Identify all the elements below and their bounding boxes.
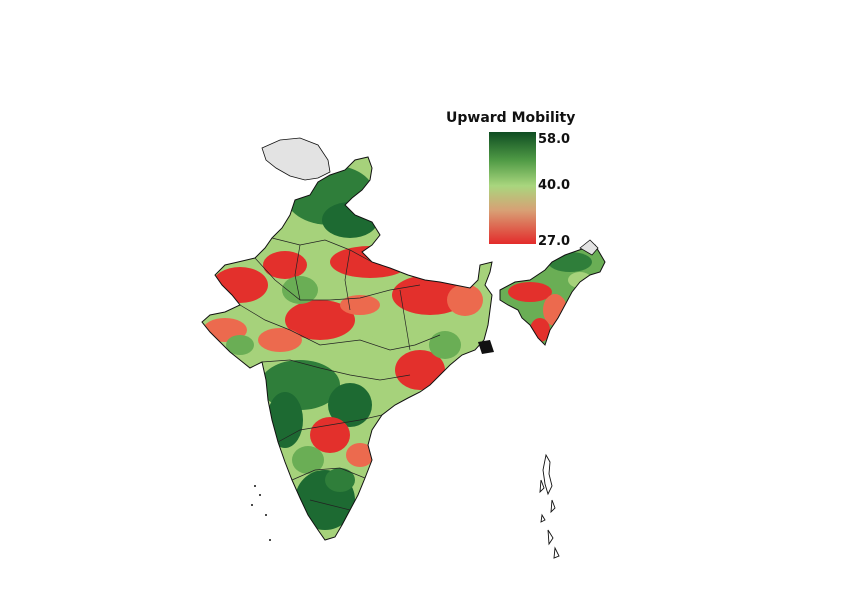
legend-max-label: 58.0 — [538, 132, 571, 147]
northeast-heatmap — [500, 245, 605, 345]
no-data-region-north — [261, 137, 331, 181]
legend-color-bar — [489, 132, 536, 244]
northeast-outline — [499, 244, 606, 346]
mainland-outline — [201, 156, 493, 541]
sundarbans-patch — [478, 340, 494, 354]
state-borders — [239, 237, 441, 511]
no-data-region-northeast — [579, 239, 599, 256]
legend-min-label: 27.0 — [538, 234, 571, 249]
andaman-nicobar-islands — [539, 453, 560, 559]
legend-title: Upward Mobility — [446, 110, 576, 126]
lakshadweep-islands — [251, 485, 271, 541]
legend: Upward Mobility 58.0 40.0 27.0 — [440, 110, 590, 250]
legend-mid-label: 40.0 — [538, 178, 571, 193]
